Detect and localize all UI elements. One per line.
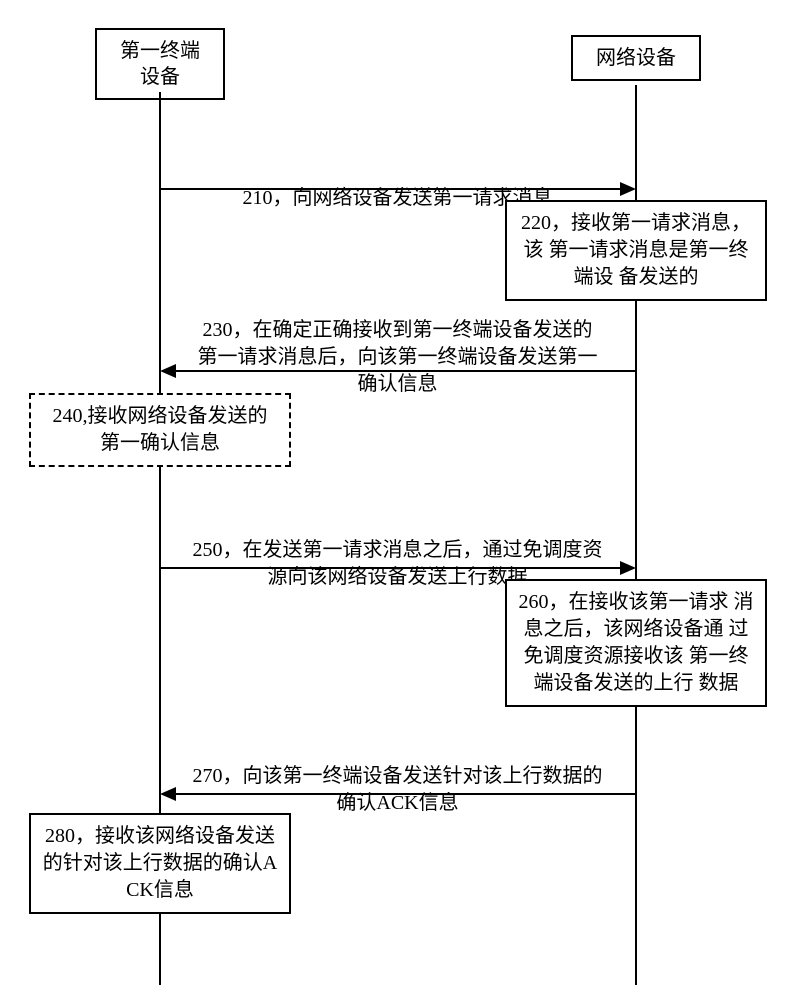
msg-250-arrowhead [620, 561, 636, 575]
msg-250-arrow [161, 567, 620, 569]
note-220-label: 220，接收第一请求消息，该 第一请求消息是第一终端设 备发送的 [521, 212, 751, 288]
participant-left: 第一终端 设备 [95, 28, 225, 100]
note-280-label: 280，接收该网络设备发送 的针对该上行数据的确认A CK信息 [43, 825, 277, 901]
msg-270-label: 270，向该第一终端设备发送针对该上行数据的 确认ACK信息 [165, 736, 630, 817]
msg-210-arrow [161, 188, 620, 190]
note-260-label: 260，在接收该第一请求 消息之后，该网络设备通 过免调度资源接收该 第一终端设… [519, 591, 754, 694]
msg-230-arrow [176, 370, 635, 372]
participant-right-label: 网络设备 [596, 47, 676, 69]
note-240: 240,接收网络设备发送的 第一确认信息 [29, 393, 291, 467]
note-240-label: 240,接收网络设备发送的 第一确认信息 [53, 405, 268, 454]
participant-left-label: 第一终端 设备 [120, 40, 200, 88]
msg-270-arrowhead [160, 787, 176, 801]
note-220: 220，接收第一请求消息，该 第一请求消息是第一终端设 备发送的 [505, 200, 767, 301]
participant-right: 网络设备 [571, 35, 701, 81]
note-280: 280，接收该网络设备发送 的针对该上行数据的确认A CK信息 [29, 813, 291, 914]
msg-230-arrowhead [160, 364, 176, 378]
note-260: 260，在接收该第一请求 消息之后，该网络设备通 过免调度资源接收该 第一终端设… [505, 579, 767, 707]
msg-210-arrowhead [620, 182, 636, 196]
msg-230-label: 230，在确定正确接收到第一终端设备发送的 第一请求消息后，向该第一终端设备发送… [165, 290, 630, 398]
msg-270-arrow [176, 793, 635, 795]
